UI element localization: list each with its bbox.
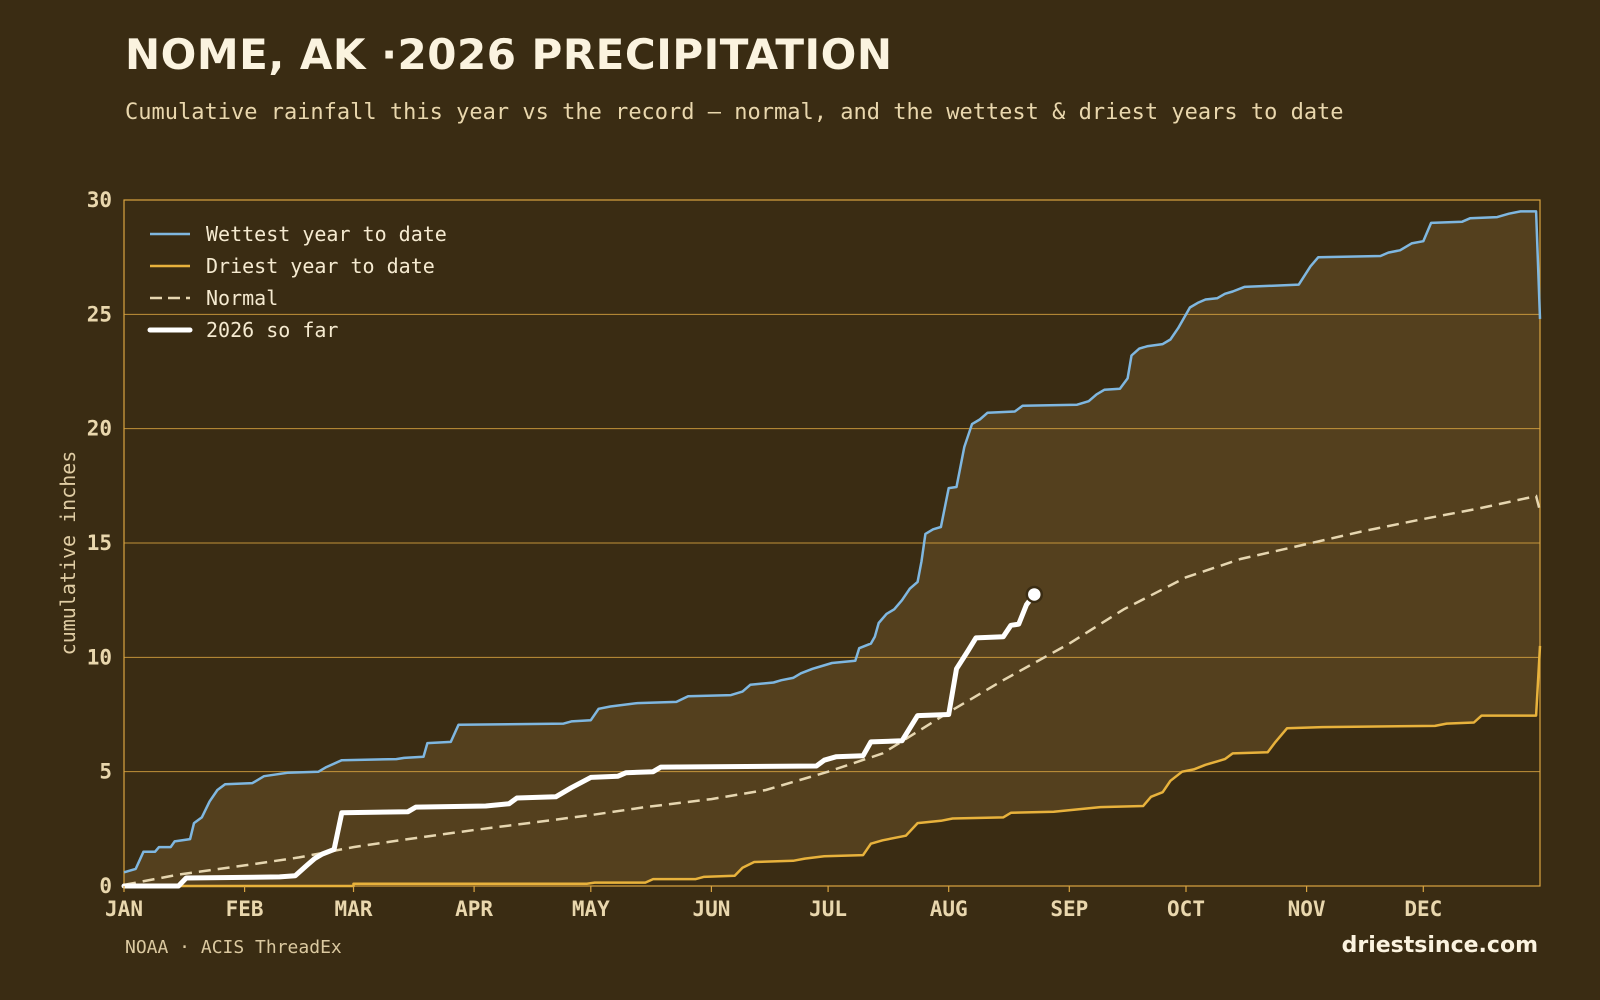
series-layer [121,210,1542,889]
page-title: NOME, AK ·2026 PRECIPITATION [125,30,893,79]
x-tick-label: JAN [105,897,143,921]
legend-label-driest-year-to-date: Driest year to date [206,254,435,278]
grid-layer [123,199,1541,887]
page-subtitle: Cumulative rainfall this year vs the rec… [125,100,1344,125]
y-tick-label: 0 [99,874,112,898]
x-tick-label: FEB [226,897,264,921]
y-tick-label: 20 [87,417,112,441]
x-tick-label: OCT [1167,897,1205,921]
y-tick-label: 30 [87,188,112,212]
legend-label-2026-so-far: 2026 so far [206,318,338,342]
band-layer [124,211,1540,886]
x-tick-label: MAY [572,897,610,921]
x-tick-label: MAR [335,897,373,921]
x-tick-label: AUG [930,897,968,921]
x-tick-label: JUN [692,897,730,921]
legend-label-normal: Normal [206,286,278,310]
x-tick-label: SEP [1050,897,1088,921]
x-tick-label: JUL [809,897,847,921]
y-tick-label: 15 [87,531,112,555]
record-range-band [124,211,1540,886]
axis-layer: 0 5 10 15 20 25 30 JAN FEB MAR APR MAY JUN JUL AUG SEP O… [56,188,1442,921]
x-tick-label: DEC [1404,897,1442,921]
y-tick-label: 5 [99,760,112,784]
legend-label-wettest-year-to-date: Wettest year to date [206,222,447,246]
y-tick-label: 10 [87,645,112,669]
series-line-normal [123,494,1542,887]
data-source: NOAA · ACIS ThreadEx [125,937,342,958]
brand-link[interactable]: driestsince.com [1341,933,1538,958]
x-tick-label: NOV [1288,897,1326,921]
x-tick-label: APR [455,897,493,921]
series-line-2026-so-far [121,592,1037,889]
series-line-driest-year-to-date [124,645,1542,888]
legend: Wettest year to date Driest year to date N… [147,222,447,342]
series-line-wettest-year-to-date [123,210,1542,874]
current-value-marker [1025,585,1044,604]
y-axis-label: cumulative inches [56,451,80,656]
plot-frame [123,199,1541,887]
y-tick-label: 25 [87,302,112,326]
